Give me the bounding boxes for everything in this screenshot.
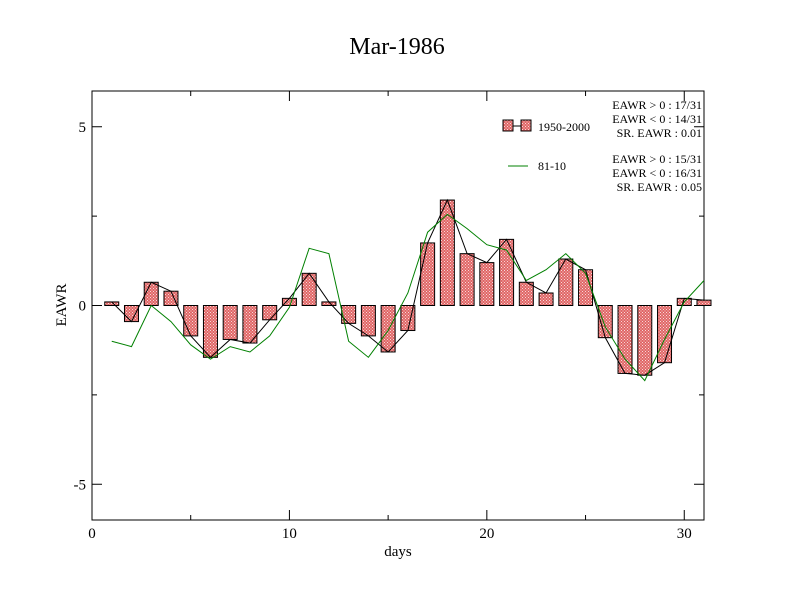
bar — [637, 305, 653, 376]
legend-item-line: 81-10 — [508, 159, 566, 173]
bar — [617, 305, 633, 374]
bar — [262, 305, 278, 321]
legend-item-bars: 1950-2000 — [502, 119, 590, 134]
bar — [538, 292, 554, 306]
bar — [222, 305, 238, 340]
bar — [202, 305, 218, 358]
legend-label-line: 81-10 — [538, 159, 566, 173]
chart-title: Mar-1986 — [349, 34, 445, 60]
series-line-81-10 — [111, 213, 705, 382]
x-tick-label: 20 — [479, 526, 494, 542]
stat-text: EAWR < 0 : 16/31 — [612, 166, 702, 180]
bar — [657, 305, 673, 364]
stat-text: SR. EAWR : 0.05 — [617, 180, 702, 194]
bar — [301, 272, 317, 307]
bar — [143, 281, 159, 307]
y-tick-label: 0 — [79, 299, 87, 315]
y-tick-label: -5 — [74, 477, 87, 493]
bar — [123, 305, 139, 323]
legend-swatch-bars — [502, 119, 514, 132]
bar — [281, 297, 297, 307]
stat-text: EAWR > 0 : 17/31 — [612, 98, 702, 112]
stat-text: SR. EAWR : 0.01 — [617, 126, 702, 140]
bar — [380, 305, 396, 353]
bar — [439, 199, 455, 307]
x-tick-label: 0 — [88, 526, 96, 542]
bar-series-line — [111, 198, 705, 376]
x-tick-label: 10 — [282, 526, 297, 542]
bar — [558, 258, 574, 306]
bar — [518, 281, 534, 307]
bar — [183, 305, 199, 337]
y-tick-label: 5 — [79, 120, 87, 136]
stat-text: EAWR < 0 : 14/31 — [612, 112, 702, 126]
y-axis-label: EAWR — [54, 284, 70, 327]
x-tick-label: 30 — [677, 526, 692, 542]
bar — [360, 305, 376, 337]
stat-text: EAWR > 0 : 15/31 — [612, 152, 702, 166]
bar — [459, 253, 475, 307]
bar — [420, 242, 436, 306]
bar — [696, 299, 712, 307]
legend-label-bars: 1950-2000 — [538, 120, 590, 134]
x-axis-label: days — [384, 544, 412, 560]
bar — [479, 262, 495, 307]
